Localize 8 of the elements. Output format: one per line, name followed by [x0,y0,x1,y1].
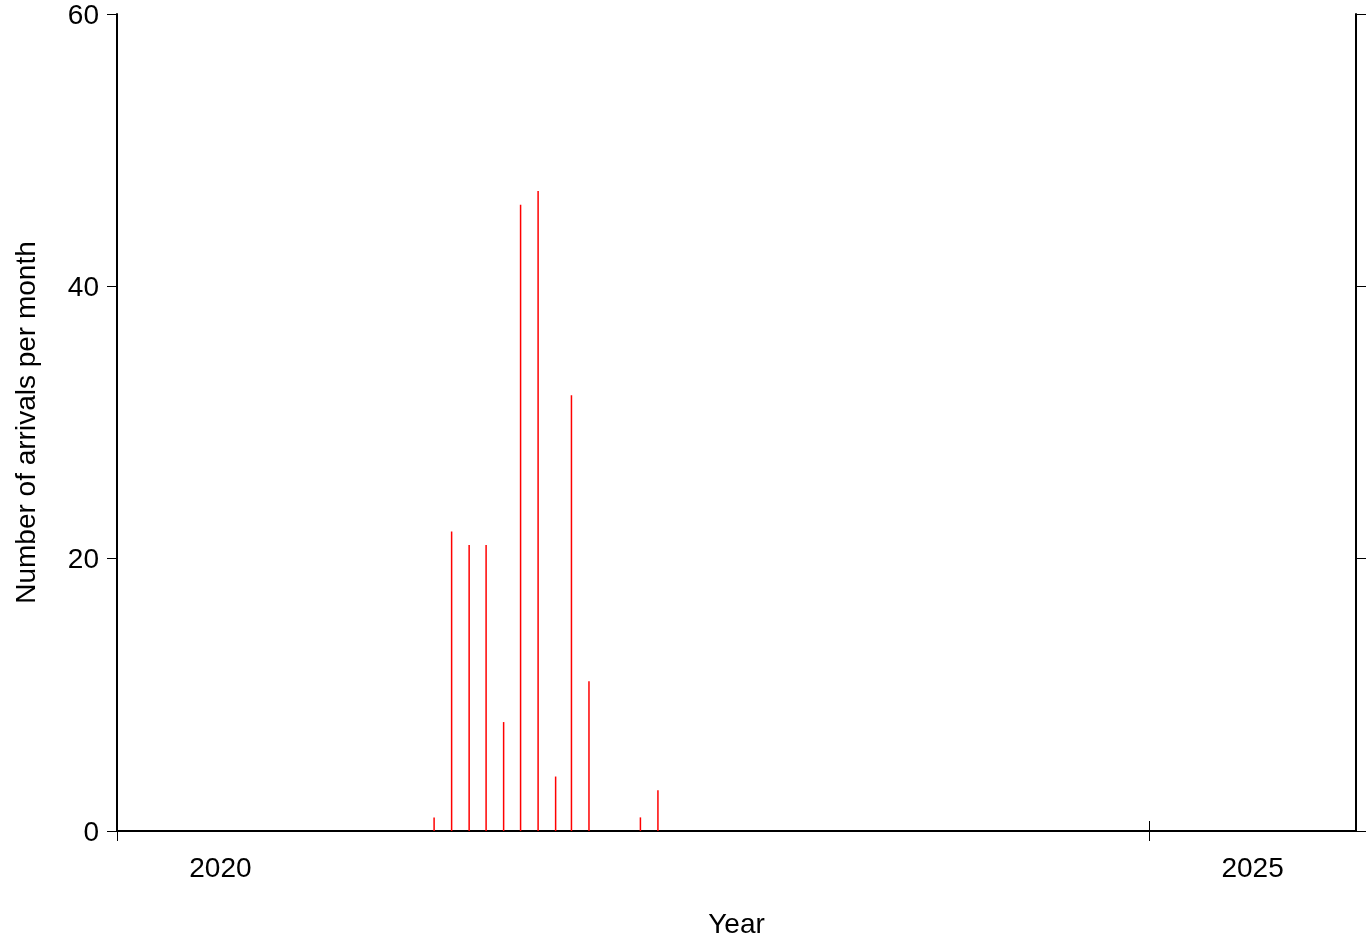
y-tick-label: 0 [83,815,99,847]
x-tick-label: 2020 [189,851,252,883]
x-tick-label: 2025 [1221,851,1284,883]
y-axis-title: Number of arrivals per month [9,241,41,604]
y-tick-label: 20 [67,543,99,575]
y-tick-label: 60 [67,0,99,30]
x-axis-title: Year [708,907,765,939]
y-tick-label: 40 [67,270,99,302]
